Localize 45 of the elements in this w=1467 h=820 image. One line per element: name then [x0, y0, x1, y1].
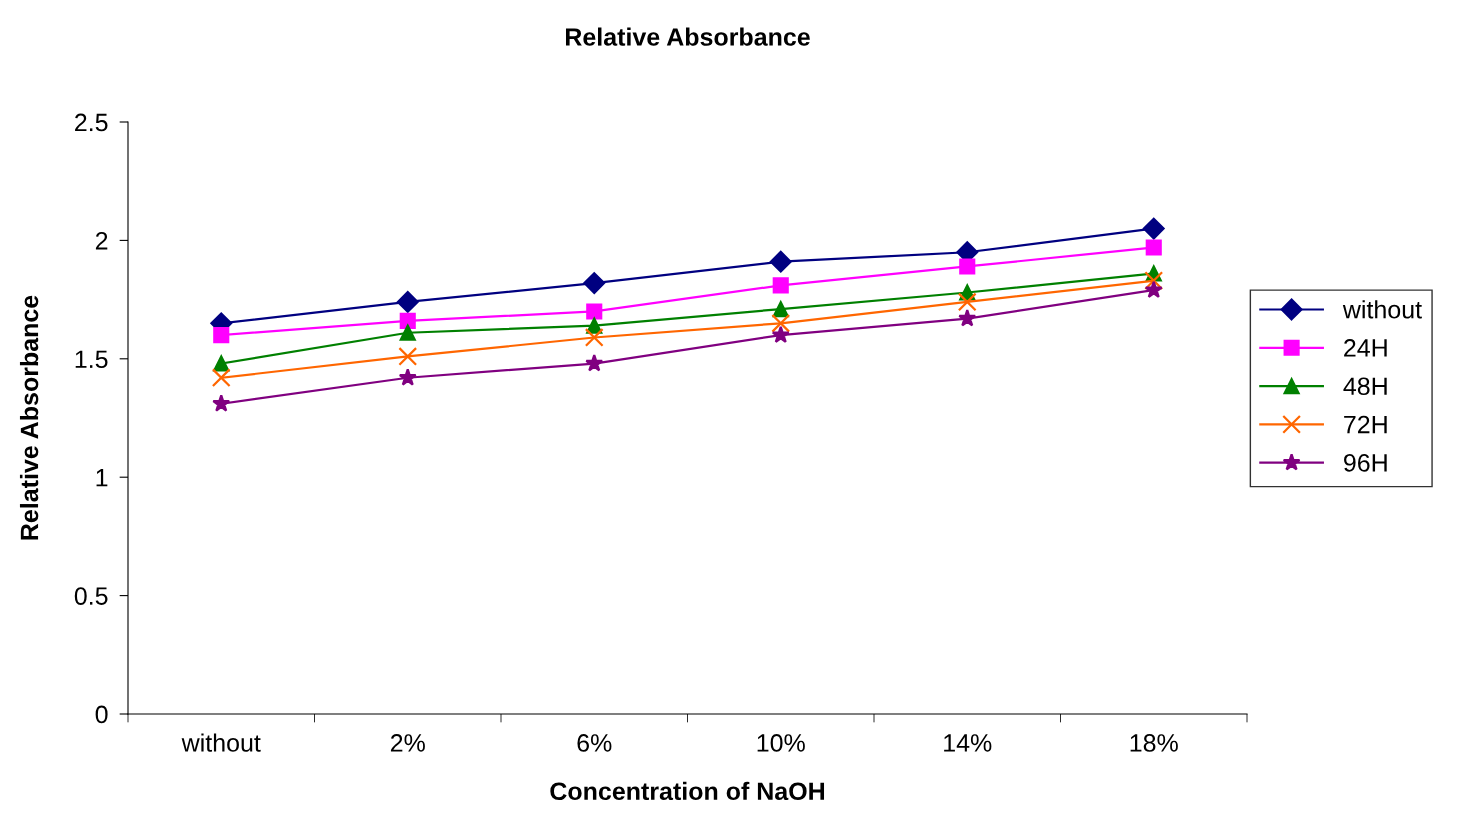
x-axis-title: Concentration of NaOH	[550, 781, 825, 801]
y-axis-title: Relative Absorbance	[19, 295, 39, 540]
x-tick-label: 10%	[757, 734, 805, 752]
point	[396, 291, 419, 313]
point	[398, 346, 418, 366]
point	[772, 301, 789, 318]
x-tick-label: 2%	[390, 734, 425, 752]
legend-label: 48H	[1343, 377, 1387, 396]
point	[1144, 271, 1164, 291]
point	[213, 355, 230, 372]
x-tick-label: 6%	[577, 734, 612, 752]
x-tick-label: 14%	[944, 734, 992, 752]
y-tick-label: 0	[95, 705, 108, 724]
legend-label: 24H	[1344, 339, 1387, 357]
chart-title: Relative Absorbance	[565, 27, 810, 46]
point	[583, 272, 606, 294]
legend-label: without	[1342, 300, 1422, 319]
point	[1144, 280, 1163, 298]
point	[958, 309, 977, 327]
point	[399, 312, 416, 329]
point	[959, 258, 976, 275]
point	[1142, 217, 1165, 240]
x-tick-label: without	[181, 733, 261, 752]
y-tick-label: 2	[95, 232, 108, 250]
y-tick-label: 1.5	[75, 350, 108, 369]
x-tick-label: 18%	[1130, 734, 1178, 752]
point	[1145, 239, 1162, 256]
point	[399, 324, 416, 341]
point	[213, 327, 230, 344]
y-tick-label: 1	[96, 469, 108, 487]
legend-label: 72H	[1344, 415, 1387, 434]
y-tick-label: 0.5	[74, 587, 108, 605]
point	[398, 368, 417, 386]
point	[586, 303, 603, 320]
point	[771, 325, 790, 343]
y-tick-label: 2.5	[75, 113, 108, 132]
point	[771, 313, 791, 333]
point	[584, 328, 604, 347]
point	[585, 354, 604, 372]
point	[212, 394, 231, 412]
legend-label: 96H	[1344, 454, 1387, 472]
point	[769, 250, 792, 273]
point	[957, 292, 977, 312]
point	[211, 368, 231, 388]
point	[772, 277, 789, 294]
